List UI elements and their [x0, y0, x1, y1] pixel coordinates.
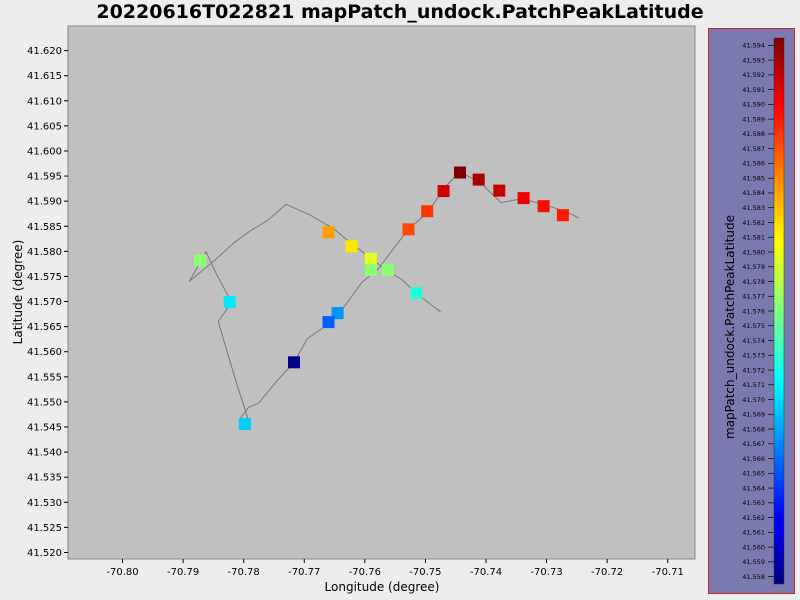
colorbar-tick-label: 41.576 [742, 307, 765, 315]
colorbar-tick-label: 41.585 [742, 174, 765, 182]
data-point [364, 252, 377, 265]
colorbar-tick-label: 41.558 [742, 573, 765, 581]
colorbar-tick-label: 41.593 [742, 56, 765, 64]
data-point [345, 240, 358, 253]
y-tick-label: 41.535 [27, 473, 62, 484]
colorbar-tick-label: 41.573 [742, 352, 765, 360]
colorbar-tick-label: 41.562 [742, 514, 765, 522]
colorbar-tick-label: 41.592 [742, 71, 765, 79]
colorbar-tick-label: 41.580 [742, 248, 765, 256]
y-tick-label: 41.620 [27, 46, 62, 57]
colorbar-tick-label: 41.586 [742, 160, 765, 168]
colorbar-tick-label: 41.570 [742, 396, 765, 404]
x-tick-label: -70.72 [591, 567, 623, 578]
colorbar-tick-label: 41.590 [742, 101, 765, 109]
x-tick-label: -70.77 [288, 567, 320, 578]
colorbar-tick-label: 41.560 [742, 543, 765, 551]
chart-title: 20220616T022821 mapPatch_undock.PatchPea… [96, 1, 704, 23]
x-tick-label: -70.74 [470, 567, 502, 578]
colorbar [773, 37, 785, 585]
colorbar-tick-label: 41.584 [742, 189, 765, 197]
colorbar-tick-label: 41.559 [742, 558, 765, 566]
x-tick-label: -70.80 [106, 567, 138, 578]
colorbar-tick-label: 41.564 [742, 484, 765, 492]
colorbar-tick-label: 41.565 [742, 470, 765, 478]
x-tick-label: -70.79 [167, 567, 199, 578]
y-tick-label: 41.555 [27, 372, 62, 383]
y-tick-label: 41.530 [27, 498, 62, 509]
colorbar-tick-label: 41.561 [742, 529, 765, 537]
y-tick-label: 41.600 [27, 146, 62, 157]
y-tick-label: 41.570 [27, 297, 62, 308]
x-axis-title: Longitude (degree) [325, 580, 440, 594]
data-point [331, 307, 344, 320]
y-tick-label: 41.545 [27, 423, 62, 434]
plot-area [67, 25, 696, 560]
colorbar-tick-label: 41.574 [742, 337, 765, 345]
colorbar-tick-label: 41.589 [742, 115, 765, 123]
data-point [537, 200, 550, 213]
y-axis-title: Latitude (degree) [11, 240, 25, 345]
colorbar-tick-label: 41.594 [742, 42, 765, 50]
colorbar-tick-label: 41.563 [742, 499, 765, 507]
data-point [322, 226, 335, 239]
colorbar-tick-label: 41.566 [742, 455, 765, 463]
y-tick-label: 41.605 [27, 121, 62, 132]
colorbar-tick-label: 41.577 [742, 293, 765, 301]
colorbar-tick-label: 41.575 [742, 322, 765, 330]
data-point [238, 418, 251, 430]
y-tick-label: 41.520 [27, 548, 62, 559]
data-point [364, 263, 377, 276]
y-tick-label: 41.585 [27, 222, 62, 233]
x-tick-label: -70.75 [409, 567, 441, 578]
colorbar-tick-label: 41.588 [742, 130, 765, 138]
y-tick-label: 41.550 [27, 397, 62, 408]
x-tick-label: -70.71 [652, 567, 684, 578]
data-point [410, 287, 423, 299]
y-tick-label: 41.580 [27, 247, 62, 258]
colorbar-tick-label: 41.591 [742, 86, 765, 94]
data-point [556, 209, 569, 222]
data-point [493, 184, 506, 197]
y-tick-label: 41.590 [27, 197, 62, 208]
y-tick-label: 41.560 [27, 347, 62, 358]
colorbar-tick-label: 41.568 [742, 425, 765, 433]
data-point [288, 356, 300, 369]
y-tick-label: 41.540 [27, 448, 62, 459]
y-tick-label: 41.565 [27, 322, 62, 333]
data-point [194, 254, 207, 267]
x-tick-label: -70.73 [530, 567, 562, 578]
colorbar-tick-label: 41.581 [742, 234, 765, 242]
data-point [322, 316, 335, 329]
data-point [381, 263, 394, 276]
colorbar-tick-label: 41.572 [742, 366, 765, 374]
colorbar-tick-label: 41.583 [742, 204, 765, 212]
colorbar-tick-label: 41.587 [742, 145, 765, 153]
x-tick-label: -70.76 [349, 567, 381, 578]
data-point [402, 223, 415, 236]
colorbar-tick-label: 41.578 [742, 278, 765, 286]
x-tick-label: -70.78 [228, 567, 260, 578]
data-point [223, 296, 236, 308]
y-tick-label: 41.610 [27, 96, 62, 107]
y-tick-label: 41.575 [27, 272, 62, 283]
colorbar-tick-label: 41.579 [742, 263, 765, 271]
y-tick-label: 41.595 [27, 172, 62, 183]
data-point [517, 192, 530, 205]
data-point [437, 185, 450, 198]
colorbar-tick-label: 41.582 [742, 219, 765, 227]
y-tick-label: 41.525 [27, 523, 62, 534]
colorbar-tick-label: 41.567 [742, 440, 765, 448]
colorbar-tick-label: 41.569 [742, 411, 765, 419]
data-point [421, 205, 434, 218]
y-tick-label: 41.615 [27, 71, 62, 82]
data-point [454, 166, 466, 179]
data-point [472, 173, 485, 186]
colorbar-tick-label: 41.571 [742, 381, 765, 389]
colorbar-title: mapPatch_undock.PatchPeakLatitude [723, 215, 737, 439]
